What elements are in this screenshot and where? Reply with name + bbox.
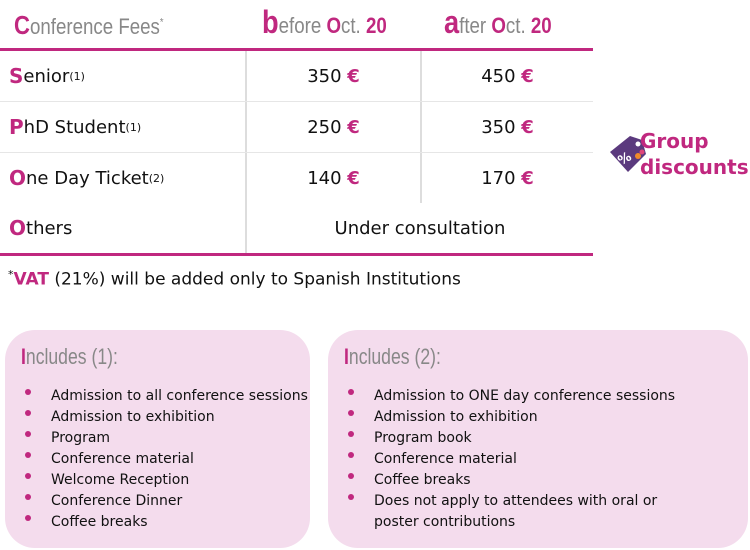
list-item: Admission to exhibition — [344, 407, 704, 428]
price-after: 450 € — [481, 65, 534, 87]
list-item: Admission to ONE day conference sessions — [344, 386, 704, 407]
others-value: Under consultation — [334, 217, 506, 239]
includes-2-title: Includes (2): — [344, 344, 441, 369]
header-after: after Oct. 20 — [444, 4, 552, 40]
price-before: 350 € — [247, 51, 422, 101]
header-before: before Oct. 20 — [262, 4, 387, 40]
group-discounts-logo: % Group discounts — [608, 129, 750, 180]
includes-1-box: Includes (1): Admission to all conferenc… — [5, 330, 310, 548]
svg-text:Group: Group — [640, 130, 709, 153]
header-conference-fees: Conference Fees* — [14, 10, 164, 40]
tag-icon: % Group discounts — [610, 129, 749, 179]
list-item: Conference Dinner — [21, 491, 308, 512]
list-item: Admission to exhibition — [21, 407, 308, 428]
svg-text:discounts: discounts — [640, 155, 749, 179]
list-item: Admission to all conference sessions — [21, 386, 308, 407]
list-item: Does not apply to attendees with oral or… — [344, 491, 704, 533]
price-after: 170 € — [481, 167, 534, 189]
list-item: Program book — [344, 428, 704, 449]
includes-2-box: Includes (2): Admission to ONE day confe… — [328, 330, 748, 548]
price-before: 250 € — [247, 102, 422, 152]
includes-2-list: Admission to ONE day conference sessions… — [344, 386, 704, 533]
list-item: Coffee breaks — [21, 512, 308, 533]
includes-1-list: Admission to all conference sessions Admi… — [21, 386, 308, 533]
list-item: Program — [21, 428, 308, 449]
list-item: Conference material — [344, 449, 704, 470]
includes-1-title: Includes (1): — [21, 344, 118, 369]
price-after: 350 € — [481, 116, 534, 138]
list-item: Welcome Reception — [21, 470, 308, 491]
list-item: Conference material — [21, 449, 308, 470]
svg-text:%: % — [616, 149, 635, 169]
price-before: 140 € — [247, 153, 422, 203]
list-item: Coffee breaks — [344, 470, 704, 491]
vat-note: *VAT (21%) will be added only to Spanish… — [8, 268, 461, 290]
